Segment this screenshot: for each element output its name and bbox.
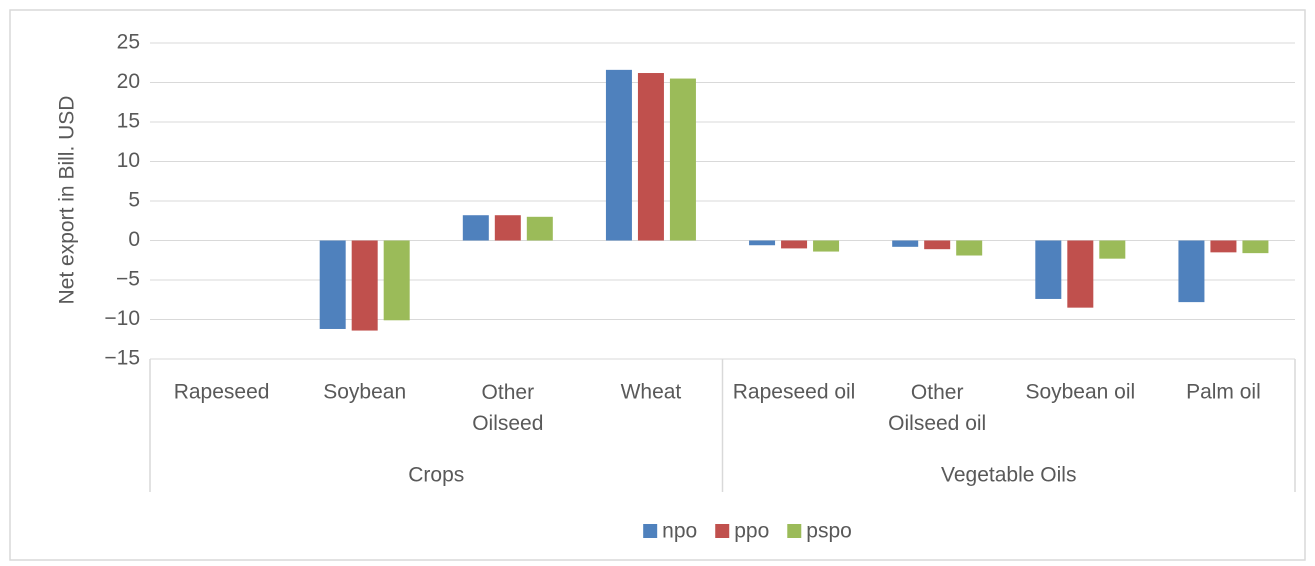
x-tick-label: Rapeseed oil — [733, 381, 856, 404]
x-tick-label: Other Oilseed — [472, 381, 543, 435]
group-label: Crops — [408, 464, 464, 487]
legend: npo ppo pspo — [643, 520, 852, 543]
bar — [605, 69, 632, 241]
bar — [1067, 240, 1094, 308]
bar — [637, 73, 664, 241]
y-tick-label: 10 — [117, 149, 140, 172]
bar — [669, 78, 696, 241]
y-axis-title: Net export in Bill. USD — [56, 96, 79, 305]
bar — [749, 240, 776, 246]
bar — [1242, 240, 1269, 254]
bar — [1035, 240, 1062, 299]
x-tick-label: Soybean oil — [1025, 381, 1135, 404]
x-tick-label: Palm oil — [1186, 381, 1261, 404]
x-tick-label: Other Oilseed oil — [888, 381, 986, 435]
y-tick-label: −10 — [104, 307, 140, 330]
bar — [319, 240, 346, 329]
legend-label: ppo — [734, 520, 769, 543]
bar — [383, 240, 410, 321]
bar — [1178, 240, 1205, 303]
bar — [956, 240, 983, 256]
y-tick-label: 0 — [128, 228, 140, 251]
x-tick-label: Soybean — [323, 381, 406, 404]
bar — [526, 216, 553, 241]
bar — [1099, 240, 1126, 259]
y-tick-label: −15 — [104, 347, 140, 370]
legend-swatch — [715, 524, 730, 538]
bar — [813, 240, 840, 252]
group-label: Vegetable Oils — [941, 464, 1076, 487]
legend-swatch — [787, 524, 802, 538]
bar — [351, 240, 378, 331]
y-tick-label: 20 — [117, 70, 140, 93]
bar — [494, 215, 521, 241]
legend-label: npo — [662, 520, 697, 543]
y-tick-label: 15 — [117, 110, 140, 133]
bar — [462, 215, 489, 241]
legend-label: pspo — [806, 520, 852, 543]
x-tick-label: Rapeseed — [174, 381, 270, 404]
y-tick-label: 25 — [117, 31, 140, 54]
legend-swatch — [643, 524, 658, 538]
bar — [924, 240, 951, 250]
bar — [781, 240, 808, 249]
y-tick-label: −5 — [116, 268, 140, 291]
bar — [1210, 240, 1237, 253]
x-tick-label: Wheat — [621, 381, 682, 404]
bar — [892, 240, 919, 247]
y-tick-label: 5 — [128, 189, 140, 212]
